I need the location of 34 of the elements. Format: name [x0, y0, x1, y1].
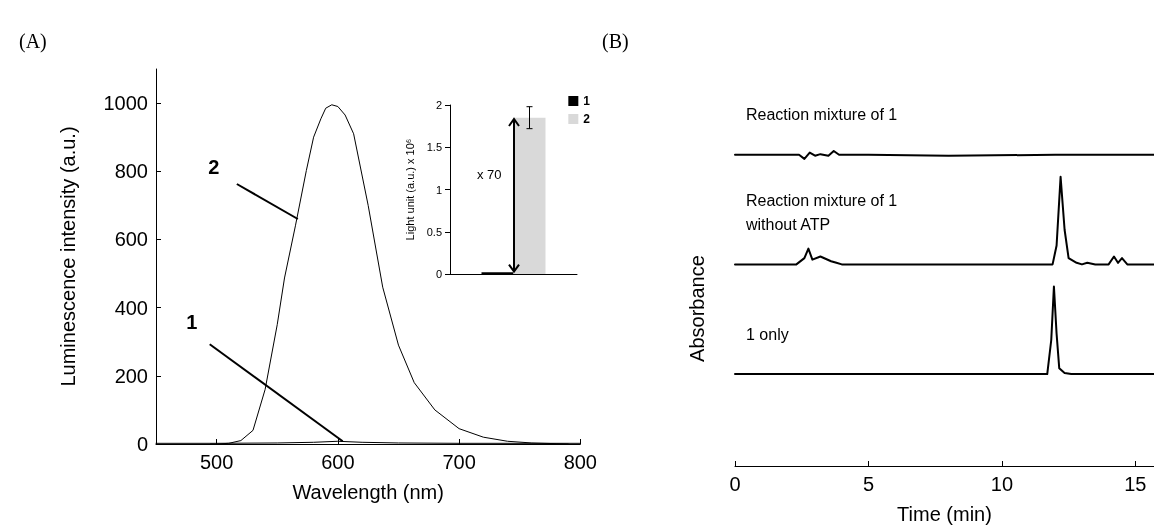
- y-tick-label: 1.5: [426, 141, 442, 154]
- series-label: Reaction mixture of 1: [746, 106, 898, 124]
- y-tick-label: 0: [136, 433, 148, 455]
- x-tick-label: 15: [1124, 473, 1147, 495]
- y-tick-label: 1: [435, 183, 442, 196]
- legend-label: 2: [583, 112, 591, 126]
- y-tick-label: 800: [114, 160, 148, 183]
- annotation: 2: [208, 156, 220, 178]
- annotation: x 70: [476, 167, 502, 183]
- chart-title: (B): [602, 30, 629, 53]
- y-tick-label: 400: [114, 296, 148, 319]
- x-tick-label: 800: [563, 451, 597, 473]
- y-axis-title: Absorbance: [686, 255, 708, 362]
- y-tick-label: 0.5: [426, 225, 442, 238]
- x-tick-label: 0: [729, 473, 741, 495]
- y-tick-label: 1000: [103, 92, 148, 115]
- series-label: Reaction mixture of 1 without ATP: [745, 191, 898, 233]
- y-tick-label: 2: [435, 99, 442, 111]
- x-tick-label: 500: [199, 451, 234, 473]
- x-axis-title: Time (min): [897, 503, 992, 525]
- y-tick-label: 600: [114, 228, 148, 251]
- chart-title: (A): [19, 30, 47, 53]
- y-tick-label: 0: [435, 268, 442, 280]
- x-tick-label: 600: [321, 451, 355, 473]
- annotation: 1: [186, 311, 198, 334]
- series-label: 1 only: [746, 325, 789, 343]
- y-axis-title: Light unit (a.u.) x 10⁶: [404, 138, 417, 241]
- y-axis-title: Luminescence intensity (a.u.): [57, 126, 79, 387]
- y-tick-label: 200: [114, 364, 148, 387]
- x-tick-label: 700: [442, 451, 476, 473]
- legend-label: 1: [583, 94, 591, 108]
- x-tick-label: 5: [862, 473, 874, 495]
- x-tick-label: 10: [990, 473, 1013, 495]
- x-axis-title: Wavelength (nm): [292, 481, 444, 503]
